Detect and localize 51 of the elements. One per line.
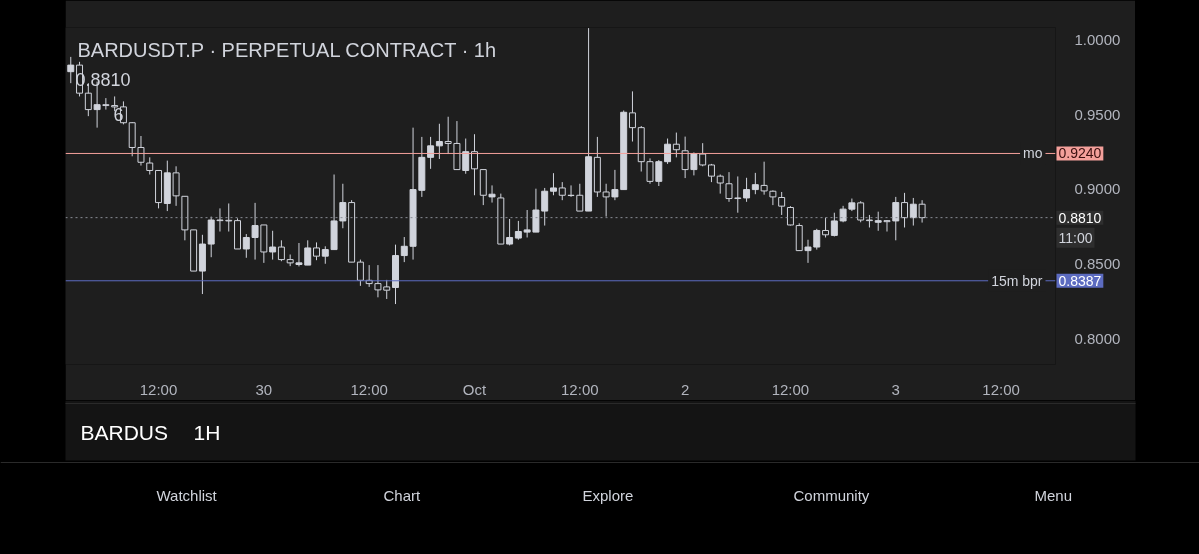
- candlestick: [628, 90, 636, 143]
- candlestick: [743, 177, 751, 203]
- candlestick: [339, 183, 347, 229]
- y-tick-label: 0.9500: [1074, 105, 1121, 123]
- text: BARDUSDT.P · PERPETUAL CONTRACT · 1h: [77, 38, 497, 61]
- candlestick: [506, 218, 514, 246]
- x-tick-label: 12:00: [982, 380, 1020, 398]
- candlestick: [778, 191, 786, 216]
- candlestick: [786, 205, 794, 227]
- x-tick-label: Oct: [462, 380, 487, 398]
- candlestick: [400, 236, 408, 263]
- text: Chart: [383, 487, 422, 504]
- text: Explore: [582, 487, 634, 504]
- x-tick-label: 30: [255, 380, 273, 398]
- text: 1H: [193, 421, 221, 444]
- candlestick: [269, 230, 277, 261]
- candlestick: [471, 133, 478, 196]
- candlestick: [672, 132, 680, 158]
- candlestick: [549, 172, 557, 196]
- x-tick-label: 12:00: [139, 380, 178, 398]
- x-tick-label: 2: [680, 380, 690, 398]
- candlestick: [67, 56, 75, 84]
- x-tick-label: 12:00: [771, 380, 810, 398]
- text: 0.8810: [1058, 209, 1102, 226]
- text: 0.8387: [1058, 272, 1102, 289]
- candlestick: [716, 174, 724, 195]
- text: 11:00: [1058, 229, 1093, 246]
- candlestick: [892, 196, 900, 241]
- text: BARDUS: [80, 421, 169, 444]
- x-tick-label: 12:00: [561, 380, 599, 398]
- candlestick: [664, 138, 672, 165]
- candlestick: [822, 217, 830, 238]
- candlestick: [277, 239, 285, 262]
- x-tick-label: 3: [891, 380, 900, 398]
- text: Menu: [1034, 487, 1073, 504]
- candlestick: [901, 192, 909, 228]
- y-tick-label: 1.0000: [1074, 31, 1121, 49]
- text: Community: [793, 487, 870, 504]
- y-tick-label: 0.8500: [1074, 254, 1121, 272]
- text: Watchlist: [156, 487, 218, 504]
- ref-line-label: mo: [1023, 145, 1043, 162]
- candlestick: [435, 123, 443, 160]
- candlestick: [356, 259, 364, 287]
- candlestick: [813, 228, 821, 251]
- candlestick: [514, 220, 522, 241]
- y-tick-label: 0.9000: [1074, 180, 1121, 198]
- y-tick-label: 0.8000: [1074, 329, 1121, 347]
- x-tick-label: 12:00: [350, 380, 388, 398]
- candlestick: [769, 189, 777, 206]
- ref-line-label: 15m bpr: [991, 272, 1043, 289]
- text: 0.9240: [1058, 145, 1102, 162]
